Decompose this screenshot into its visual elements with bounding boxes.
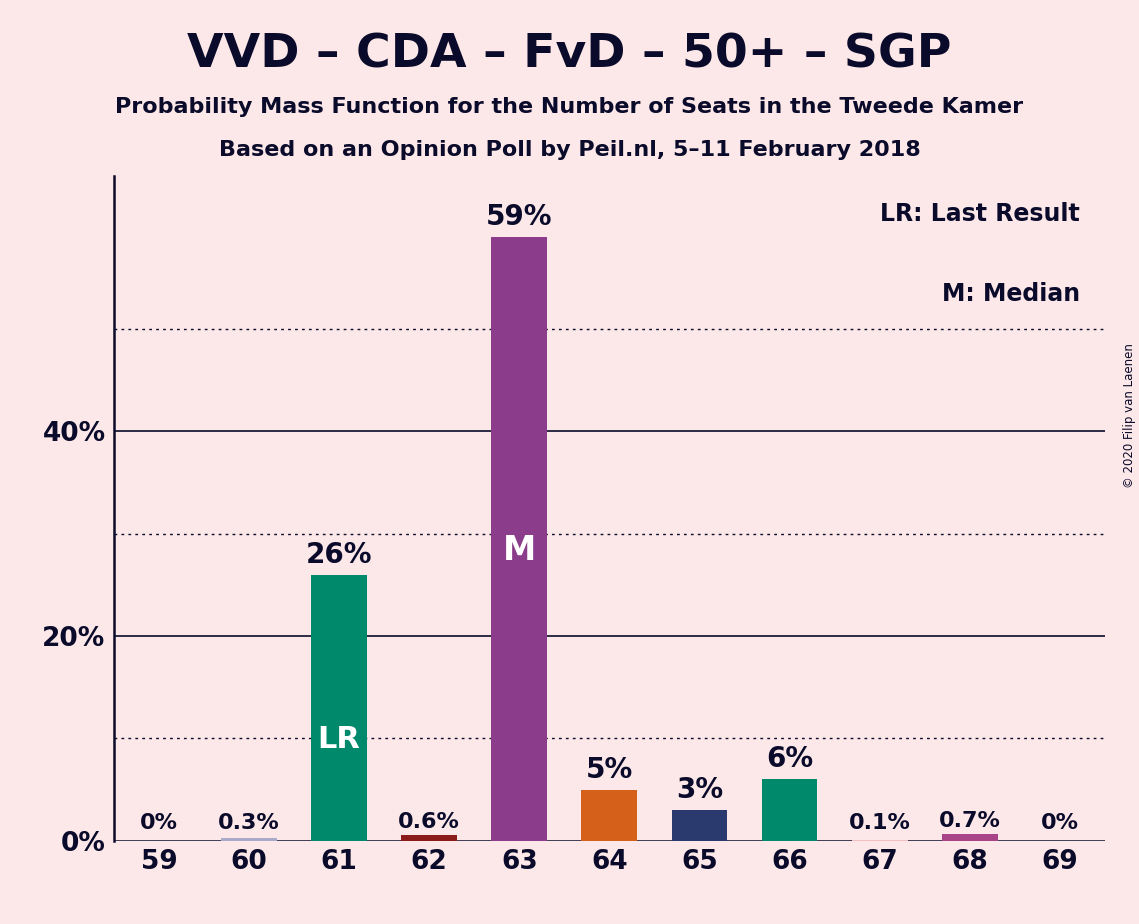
Bar	[491, 237, 547, 841]
Text: 0.6%: 0.6%	[399, 811, 460, 832]
Text: M: M	[502, 534, 536, 567]
Text: VVD – CDA – FvD – 50+ – SGP: VVD – CDA – FvD – 50+ – SGP	[187, 32, 952, 78]
Bar	[581, 790, 638, 841]
Text: 5%: 5%	[585, 756, 633, 784]
Bar	[311, 575, 367, 841]
Text: 0.3%: 0.3%	[219, 812, 280, 833]
Text: LR: LR	[318, 725, 361, 754]
Bar	[852, 840, 908, 841]
Text: 3%: 3%	[675, 776, 723, 804]
Text: 0.1%: 0.1%	[849, 812, 910, 833]
Text: Probability Mass Function for the Number of Seats in the Tweede Kamer: Probability Mass Function for the Number…	[115, 97, 1024, 117]
Text: © 2020 Filip van Laenen: © 2020 Filip van Laenen	[1123, 344, 1137, 488]
Text: M: Median: M: Median	[942, 282, 1080, 306]
Text: 6%: 6%	[765, 746, 813, 773]
Bar	[401, 834, 457, 841]
Bar	[762, 780, 818, 841]
Text: 0%: 0%	[1041, 812, 1079, 833]
Text: Based on an Opinion Poll by Peil.nl, 5–11 February 2018: Based on an Opinion Poll by Peil.nl, 5–1…	[219, 140, 920, 161]
Bar	[672, 810, 728, 841]
Text: 0%: 0%	[140, 812, 178, 833]
Bar	[221, 838, 277, 841]
Text: 26%: 26%	[306, 541, 372, 568]
Text: 0.7%: 0.7%	[939, 810, 1001, 831]
Text: LR: Last Result: LR: Last Result	[880, 202, 1080, 226]
Text: 59%: 59%	[486, 203, 552, 231]
Bar	[942, 833, 998, 841]
